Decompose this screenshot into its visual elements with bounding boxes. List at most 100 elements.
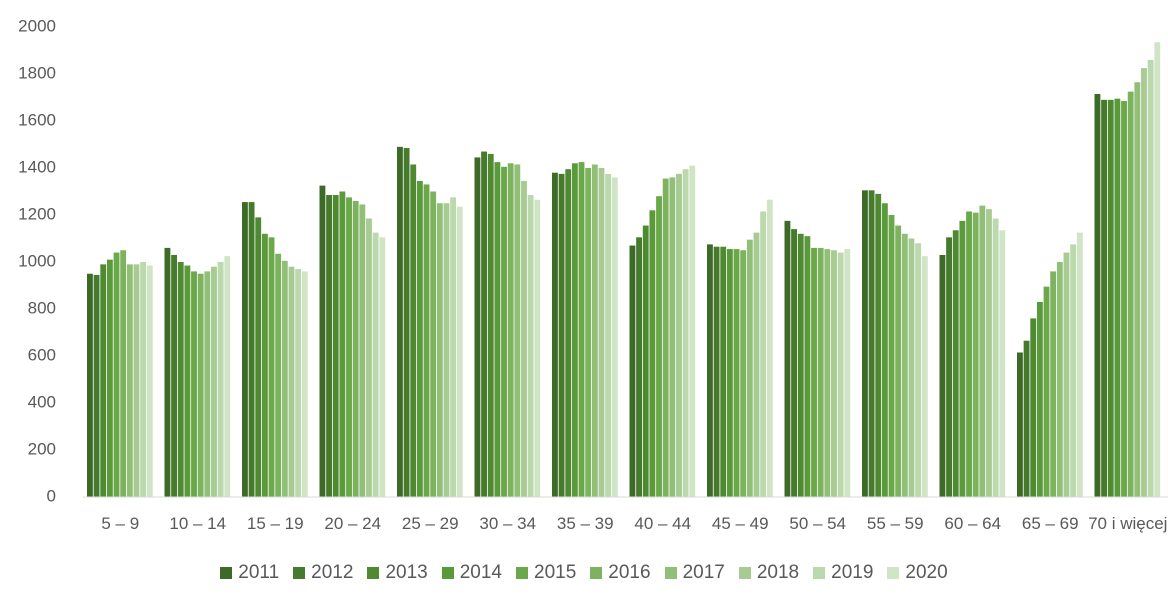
legend-label: 2019 — [831, 562, 874, 583]
legend-label: 2014 — [459, 562, 502, 583]
bar — [733, 249, 740, 497]
legend-item: 2014 — [441, 562, 502, 584]
bar — [319, 185, 326, 497]
legend-label: 2017 — [682, 562, 725, 583]
legend-label: 2012 — [311, 562, 354, 583]
bar — [359, 204, 366, 498]
x-tick-label: 15 – 19 — [246, 514, 304, 533]
legend-swatch — [220, 567, 233, 579]
legend-swatch — [738, 567, 751, 579]
bar — [649, 210, 656, 498]
y-tick-label: 1000 — [18, 251, 56, 270]
bar — [301, 271, 308, 497]
legend-item: 2012 — [293, 562, 353, 584]
bar — [534, 199, 541, 497]
bar — [126, 264, 133, 497]
legend-item: 2015 — [516, 562, 576, 584]
y-tick-label: 1400 — [18, 157, 56, 176]
y-tick-label: 600 — [28, 345, 56, 364]
bar — [952, 230, 959, 497]
bar — [197, 273, 204, 497]
bar — [372, 232, 379, 497]
bar — [837, 252, 844, 497]
legend-item: 2018 — [738, 562, 799, 584]
bar — [379, 237, 386, 497]
bar — [366, 218, 372, 497]
bar — [423, 184, 430, 497]
bar — [100, 264, 107, 497]
bar — [403, 148, 410, 497]
bar — [921, 256, 928, 497]
bar — [268, 237, 275, 497]
bar — [605, 173, 612, 497]
x-tick-label: 20 – 24 — [324, 514, 382, 533]
bar — [895, 225, 902, 497]
legend-swatch — [664, 567, 677, 579]
x-tick-label: 50 – 54 — [789, 514, 847, 533]
bar — [558, 173, 565, 497]
legend-swatch — [516, 567, 528, 579]
bar — [450, 197, 457, 497]
legend-label: 2011 — [238, 562, 280, 583]
y-tick-label: 400 — [28, 392, 56, 411]
y-tick-label: 800 — [28, 298, 56, 317]
bar — [184, 265, 191, 497]
bar — [146, 265, 153, 497]
legend-item: 2017 — [664, 562, 725, 584]
bar — [901, 233, 908, 498]
bar — [1094, 93, 1101, 497]
legend: 2011 2012 2013 2014 2015 2016 2017 2018 2019 2020 — [0, 562, 1168, 584]
legend-item: 2020 — [887, 562, 948, 584]
legend-swatch — [441, 567, 454, 579]
bar — [578, 162, 585, 497]
legend-swatch — [813, 567, 826, 579]
bar — [746, 239, 753, 498]
bar — [1063, 252, 1070, 497]
bar — [346, 197, 352, 497]
bar — [868, 190, 875, 497]
x-tick-label: 70 i więcej — [1088, 514, 1168, 533]
bar — [397, 146, 403, 497]
bar — [1050, 271, 1057, 497]
legend-item: 2011 — [220, 562, 279, 584]
bar — [642, 225, 649, 497]
x-tick-label: 30 – 34 — [479, 514, 537, 533]
bar — [177, 262, 184, 497]
bar — [275, 253, 282, 497]
legend-item: 2013 — [367, 562, 428, 584]
bar — [713, 246, 720, 497]
bar — [527, 195, 534, 497]
bar — [501, 166, 507, 497]
bar — [456, 206, 463, 497]
bar — [662, 178, 669, 497]
bar — [481, 151, 487, 498]
bar — [959, 220, 966, 497]
bar — [565, 169, 572, 498]
bar — [507, 163, 514, 498]
legend-label: 2013 — [385, 562, 428, 583]
bar — [629, 245, 636, 497]
y-tick-label: 200 — [28, 439, 56, 458]
bar — [416, 180, 423, 498]
bar — [191, 271, 197, 497]
x-tick-label: 60 – 64 — [944, 514, 1002, 533]
bar — [1023, 340, 1030, 497]
y-tick-label: 1800 — [18, 63, 56, 82]
bar — [689, 165, 696, 497]
x-tick-label: 65 – 69 — [1021, 514, 1079, 533]
bar — [598, 168, 605, 497]
legend-swatch — [367, 567, 380, 579]
x-tick-label: 55 – 59 — [866, 514, 924, 533]
y-tick-label: 0 — [47, 486, 56, 505]
bar — [332, 195, 339, 497]
bar — [224, 256, 231, 497]
y-tick-label: 2000 — [18, 16, 56, 35]
bar — [939, 254, 946, 497]
bar — [682, 169, 689, 498]
y-tick-label: 1600 — [18, 110, 56, 129]
bar — [591, 164, 598, 497]
legend-swatch — [887, 567, 900, 579]
bar — [261, 233, 268, 498]
